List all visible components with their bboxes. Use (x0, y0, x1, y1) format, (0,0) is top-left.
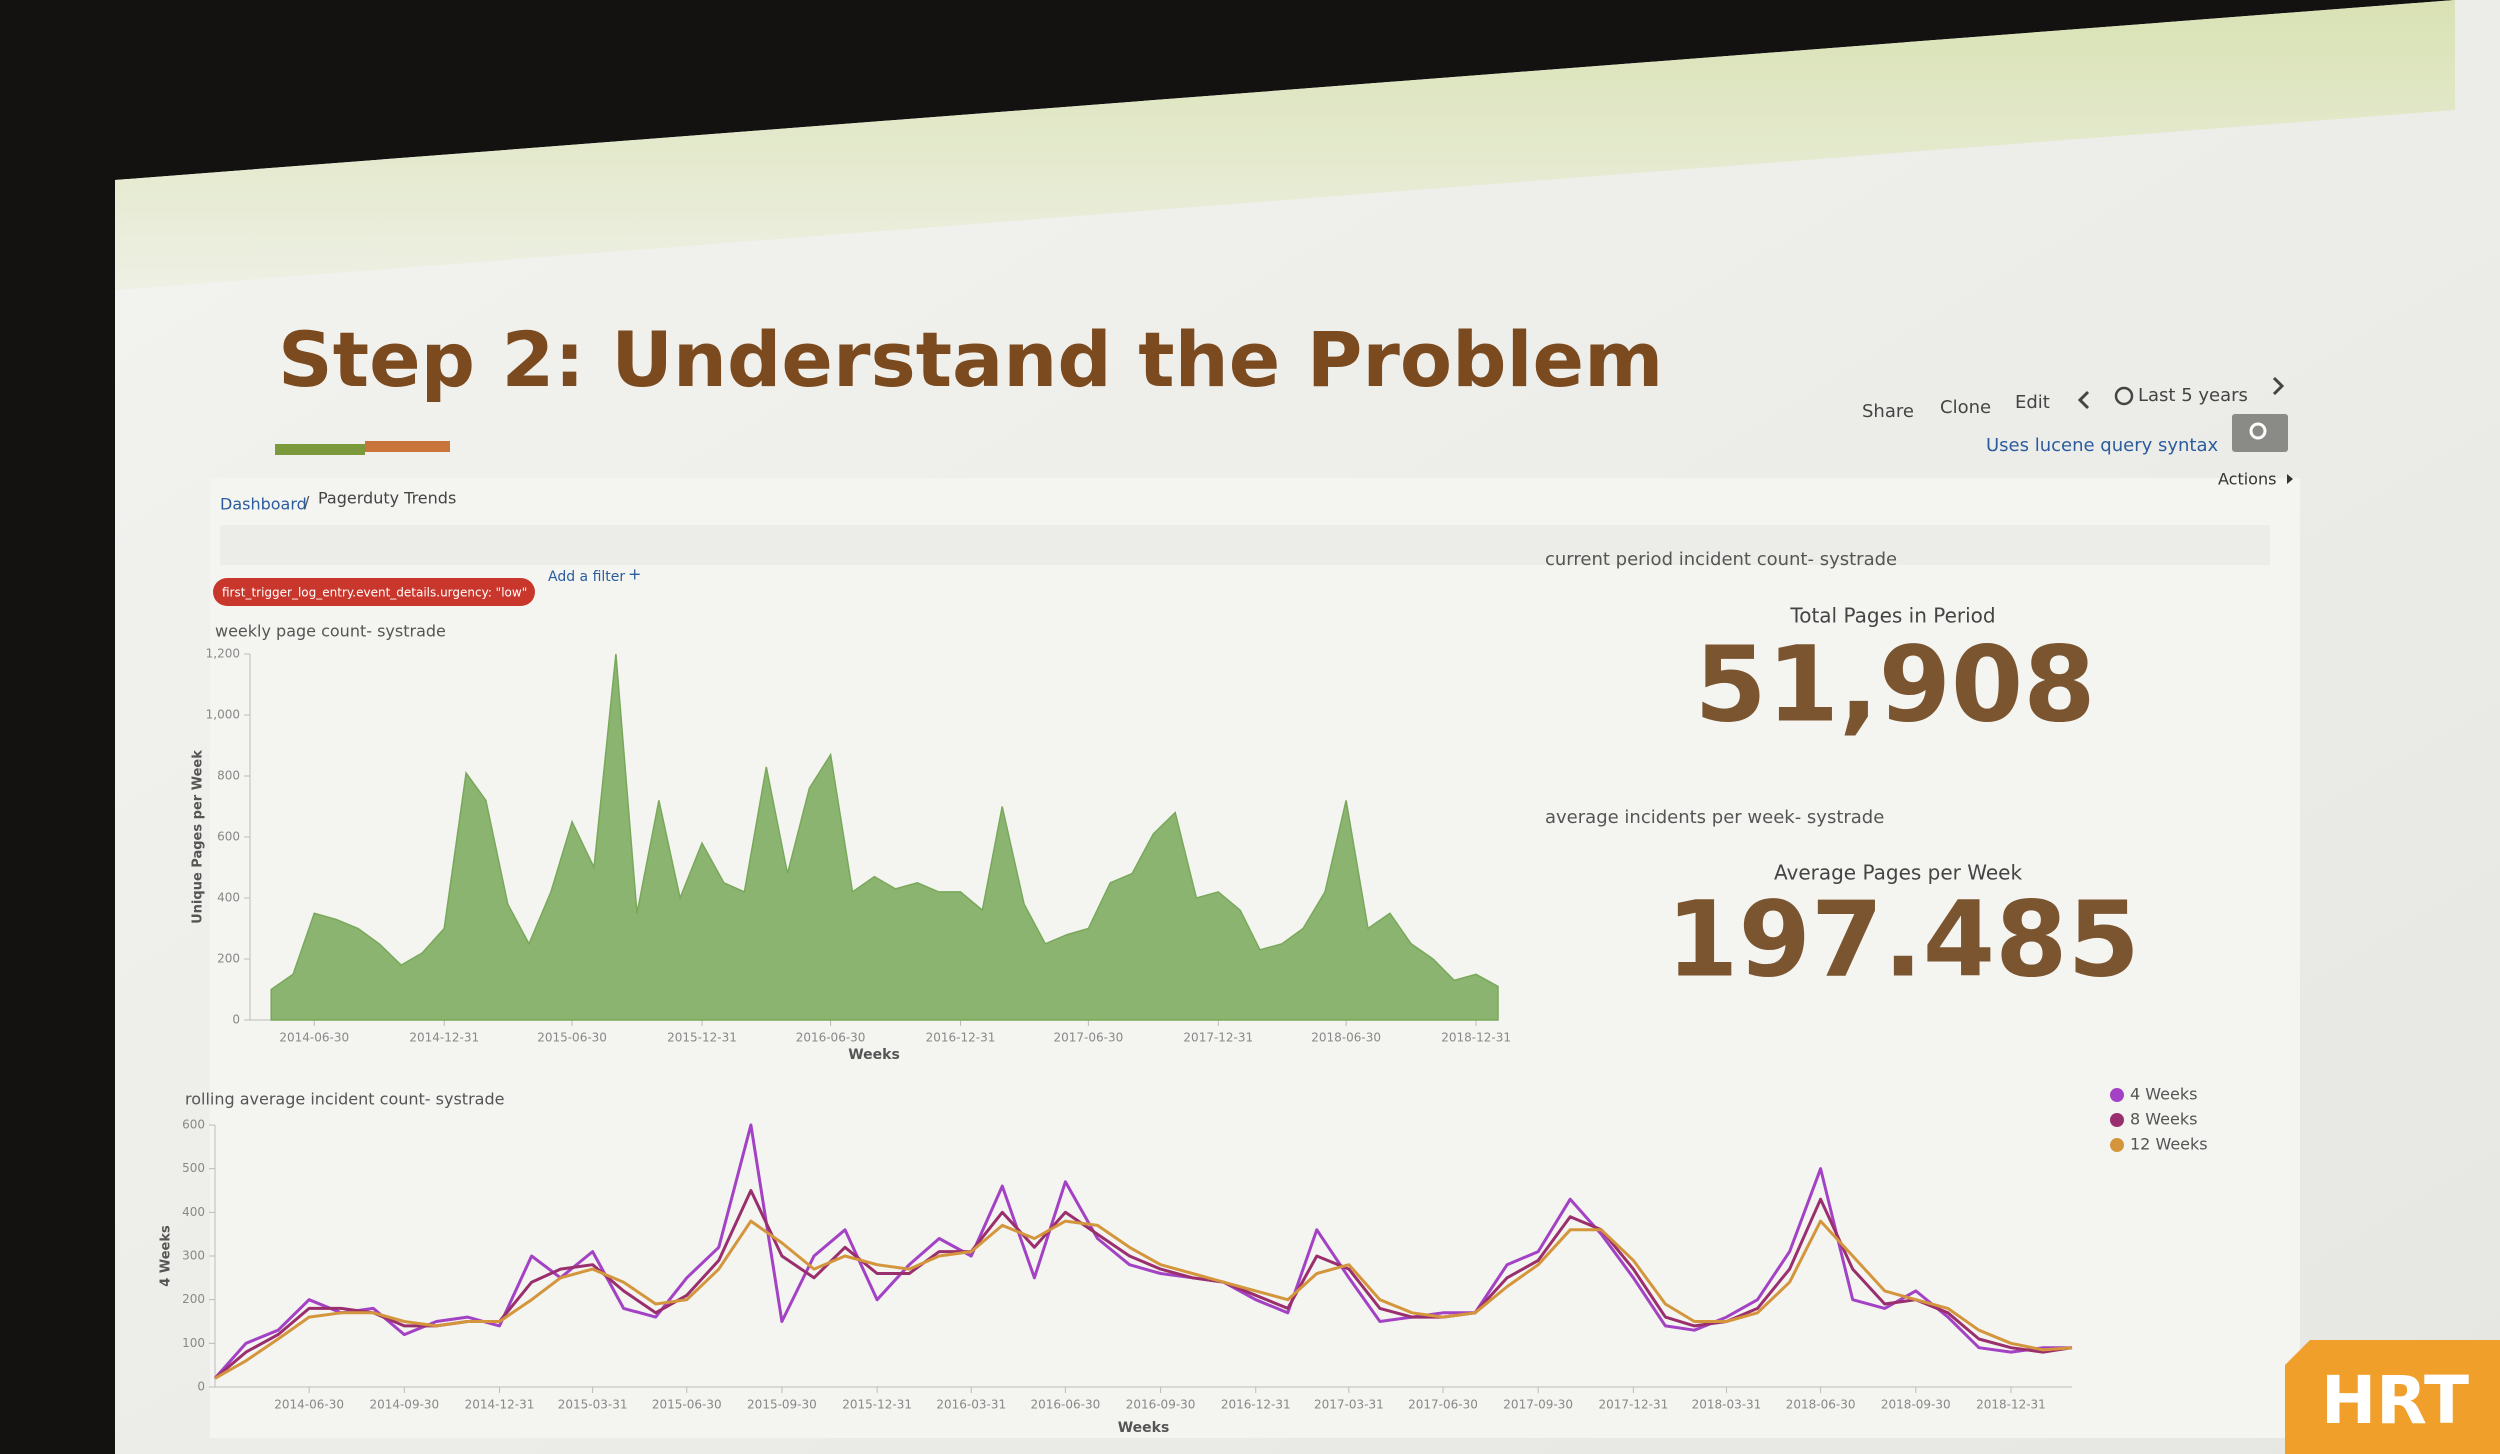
breadcrumb-current: Pagerduty Trends (318, 489, 456, 508)
legend-entry: 12 Weeks (2130, 1135, 2208, 1154)
x-tick-label: 2015-06-30 (537, 1031, 607, 1045)
legend-swatch (2110, 1088, 2124, 1102)
x-tick-label: 2015-12-31 (667, 1031, 737, 1045)
x-tick-label: 2014-09-30 (369, 1398, 439, 1412)
metric-label: Total Pages in Period (1789, 604, 1995, 628)
x-tick-label: 2016-03-31 (936, 1398, 1006, 1412)
x-tick-label: 2016-06-30 (1031, 1398, 1101, 1412)
x-tick-label: 2018-12-31 (1441, 1031, 1511, 1045)
y-axis-label: Unique Pages per Week (191, 750, 206, 924)
chart-title: rolling average incident count- systrade (185, 1090, 504, 1109)
title-underline (275, 444, 365, 455)
search-icon (2249, 422, 2267, 440)
clock-icon (2114, 386, 2134, 406)
x-tick-label: 2018-06-30 (1311, 1031, 1381, 1045)
y-tick-label: 200 (182, 1292, 205, 1306)
y-tick-label: 1,000 (206, 708, 240, 722)
x-tick-label: 2016-09-30 (1126, 1398, 1196, 1412)
x-tick-label: 2014-06-30 (274, 1398, 344, 1412)
y-tick-label: 0 (232, 1013, 240, 1027)
area (270, 653, 1499, 1021)
slide-title: Step 2: Understand the Problem (278, 315, 1663, 404)
metric-value: 51,908 (1694, 623, 2095, 745)
line (214, 1219, 2073, 1380)
next-range[interactable] (2272, 376, 2285, 396)
x-tick-label: 2015-09-30 (747, 1398, 817, 1412)
y-tick-label: 800 (217, 769, 240, 783)
breadcrumb-link[interactable]: Dashboard (220, 495, 307, 514)
y-tick-label: 500 (182, 1161, 205, 1175)
legend-entry: 4 Weeks (2130, 1085, 2197, 1104)
search-button[interactable] (2232, 414, 2288, 452)
metric-label: Average Pages per Week (1774, 861, 2022, 885)
add-filter[interactable]: Add a filter (548, 569, 625, 585)
x-tick-label: 2018-09-30 (1881, 1398, 1951, 1412)
x-tick-label: 2016-06-30 (796, 1031, 866, 1045)
y-tick-label: 300 (182, 1249, 205, 1263)
legend-swatch (2110, 1113, 2124, 1127)
query-bar[interactable] (220, 525, 2270, 565)
actions-caret (2287, 474, 2293, 484)
y-tick-label: 400 (182, 1205, 205, 1219)
logo-badge (2285, 1340, 2500, 1454)
share-button[interactable]: Share (1862, 401, 1914, 422)
actions-menu[interactable]: Actions (2218, 470, 2276, 489)
line (214, 1189, 2073, 1380)
y-tick-label: 600 (182, 1118, 205, 1132)
line (213, 1123, 2072, 1380)
x-tick-label: 2014-12-31 (409, 1031, 479, 1045)
legend-swatch (2110, 1138, 2124, 1152)
x-tick-label: 2017-12-31 (1183, 1031, 1253, 1045)
x-tick-label: 2017-06-30 (1053, 1031, 1123, 1045)
x-tick-label: 2015-06-30 (652, 1398, 722, 1412)
x-tick-label: 2018-03-31 (1692, 1398, 1762, 1412)
title-underline (365, 441, 450, 452)
time-range[interactable]: Last 5 years (2138, 385, 2248, 406)
search-hint: Uses lucene query syntax (1986, 435, 2219, 456)
add-filter-plus: + (628, 565, 641, 584)
legend-entry: 8 Weeks (2130, 1110, 2197, 1129)
edit-button[interactable]: Edit (2015, 392, 2050, 413)
breadcrumb-separator: / (304, 493, 310, 512)
x-tick-label: 2015-03-31 (558, 1398, 628, 1412)
y-tick-label: 1,200 (206, 647, 240, 661)
x-tick-label: 2016-12-31 (926, 1031, 996, 1045)
x-axis-label: Weeks (1118, 1420, 1170, 1436)
filter-pill-text: first_trigger_log_entry.event_details.ur… (222, 586, 527, 600)
x-tick-label: 2018-12-31 (1976, 1398, 2046, 1412)
prev-range[interactable] (2077, 390, 2090, 410)
x-tick-label: 2018-06-30 (1786, 1398, 1856, 1412)
y-axis-label: 4 Weeks (159, 1225, 174, 1287)
y-tick-label: 600 (217, 830, 240, 844)
x-tick-label: 2014-12-31 (465, 1398, 535, 1412)
x-tick-label: 2014-06-30 (279, 1031, 349, 1045)
y-tick-label: 400 (217, 891, 240, 905)
x-tick-label: 2017-09-30 (1503, 1398, 1573, 1412)
y-tick-label: 200 (217, 952, 240, 966)
slide-band (115, 0, 2455, 290)
y-tick-label: 0 (197, 1380, 205, 1394)
clone-button[interactable]: Clone (1940, 397, 1991, 418)
metric-value: 197.485 (1666, 878, 2140, 1000)
x-tick-label: 2017-12-31 (1598, 1398, 1668, 1412)
metric-panel-title: average incidents per week- systrade (1545, 807, 1884, 828)
x-axis-label: Weeks (848, 1047, 900, 1063)
metric-panel-title: current period incident count- systrade (1545, 549, 1897, 570)
x-tick-label: 2017-06-30 (1408, 1398, 1478, 1412)
chart-title: weekly page count- systrade (215, 622, 446, 641)
y-tick-label: 100 (182, 1336, 205, 1350)
x-tick-label: 2017-03-31 (1314, 1398, 1384, 1412)
logo-text: HRT (2321, 1362, 2469, 1439)
filter-pill[interactable] (213, 578, 535, 606)
x-tick-label: 2016-12-31 (1221, 1398, 1291, 1412)
x-tick-label: 2015-12-31 (842, 1398, 912, 1412)
